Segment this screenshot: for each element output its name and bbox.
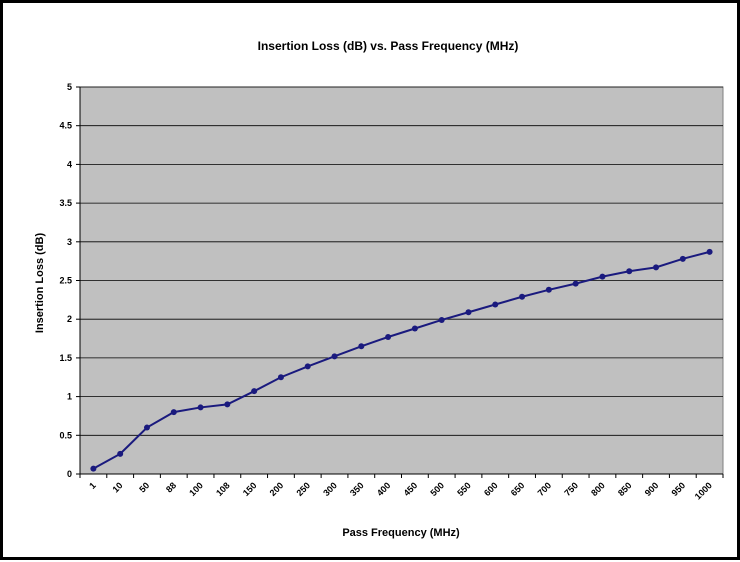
x-tick-label: 700 [536, 480, 554, 498]
data-point [385, 334, 392, 341]
data-point [197, 404, 204, 411]
y-tick-label: 3 [67, 237, 72, 247]
x-axis-ticks: 1 10 50 88 100 108 150 200 250 300 350 400 450 500 550… [79, 474, 724, 502]
y-tick-label: 0.5 [59, 430, 72, 440]
x-tick-label: 1000 [693, 480, 714, 501]
y-tick-label: 3.5 [59, 198, 72, 208]
x-tick-label: 1 [87, 480, 98, 491]
series-line [92, 250, 710, 470]
x-tick-label: 400 [375, 480, 393, 498]
x-tick-label: 750 [562, 480, 580, 498]
x-tick-label: 250 [294, 480, 312, 498]
x-tick-label: 200 [268, 480, 286, 498]
data-point [117, 450, 124, 457]
x-tick-label: 600 [482, 480, 500, 498]
data-point [90, 465, 97, 472]
x-tick-label: 100 [187, 480, 205, 498]
data-point [572, 280, 579, 287]
y-tick-label: 5 [67, 82, 72, 92]
line-chart: Insertion Loss (dB) vs. Pass Frequency (… [34, 39, 724, 539]
data-point [519, 293, 526, 300]
data-point [143, 424, 150, 431]
data-point [170, 409, 177, 416]
x-tick-label: 550 [455, 480, 473, 498]
data-point [626, 268, 633, 275]
data-point [304, 363, 311, 370]
data-point [653, 264, 660, 271]
y-tick-label: 1.5 [59, 353, 72, 363]
data-point [599, 273, 606, 280]
x-tick-label: 300 [321, 480, 339, 498]
y-axis-ticks: 0 0.5 1 1.5 2 2.5 3 3.5 4 4.5 5 [59, 82, 81, 479]
x-tick-label: 500 [428, 480, 446, 498]
x-tick-label: 450 [402, 480, 420, 498]
x-tick-label: 108 [214, 480, 232, 498]
x-axis-label: Pass Frequency (MHz) [342, 527, 460, 539]
data-point [465, 309, 472, 316]
x-tick-label: 900 [643, 480, 661, 498]
data-point [277, 374, 284, 381]
data-point [492, 301, 499, 308]
data-point [411, 325, 418, 332]
y-tick-label: 0 [67, 469, 72, 479]
chart-title: Insertion Loss (dB) vs. Pass Frequency (… [258, 39, 519, 53]
data-point [224, 401, 231, 408]
series-group [90, 248, 713, 472]
y-tick-label: 2.5 [59, 276, 72, 286]
x-tick-label: 350 [348, 480, 366, 498]
x-tick-label: 800 [589, 480, 607, 498]
x-tick-label: 850 [616, 480, 634, 498]
data-point [438, 316, 445, 323]
x-tick-label: 950 [670, 480, 688, 498]
y-tick-label: 4 [67, 159, 72, 169]
data-point [545, 286, 552, 293]
x-tick-label: 50 [137, 480, 151, 494]
y-tick-label: 2 [67, 314, 72, 324]
data-point [679, 255, 686, 262]
y-tick-label: 4.5 [59, 121, 72, 131]
y-tick-label: 1 [67, 392, 72, 402]
x-tick-label: 150 [241, 480, 259, 498]
y-axis-label: Insertion Loss (dB) [34, 233, 46, 334]
data-point [251, 388, 258, 395]
data-point [706, 248, 713, 255]
gridlines [80, 86, 723, 475]
x-tick-label: 650 [509, 480, 527, 498]
x-tick-label: 10 [110, 480, 124, 494]
data-point [331, 353, 338, 360]
data-point [358, 343, 365, 350]
x-tick-label: 88 [164, 480, 178, 494]
